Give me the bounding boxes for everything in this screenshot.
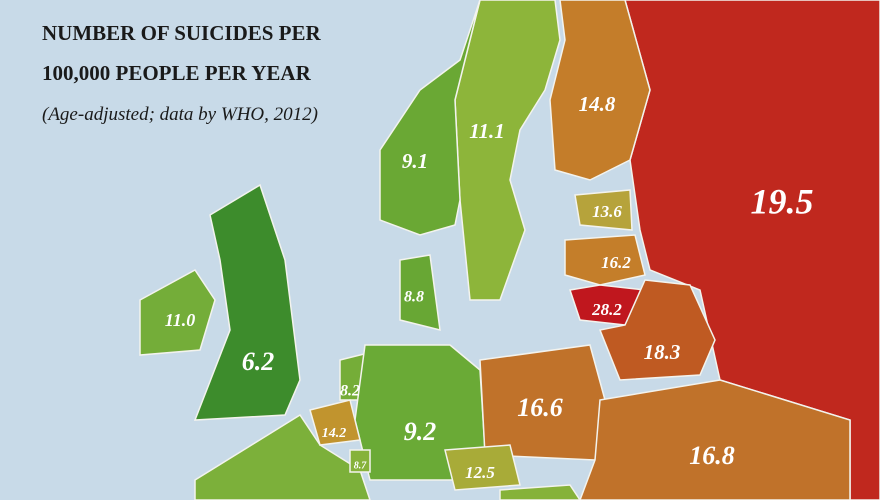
title-line: 100,000 PEOPLE PER YEAR bbox=[42, 61, 312, 85]
country bbox=[379, 0, 481, 236]
country bbox=[139, 269, 216, 356]
title-line: NUMBER OF SUICIDES PER bbox=[42, 21, 322, 45]
country bbox=[579, 379, 851, 500]
region-label: 14.8 bbox=[579, 92, 616, 116]
country bbox=[549, 0, 651, 181]
subtitle: (Age-adjusted; data by WHO, 2012) bbox=[42, 104, 318, 125]
country bbox=[399, 254, 441, 331]
country bbox=[574, 189, 633, 231]
region-label: 16.6 bbox=[517, 393, 563, 422]
country bbox=[309, 399, 361, 446]
region-label: 11.0 bbox=[165, 310, 196, 330]
region-label: 16.2 bbox=[601, 253, 631, 272]
region-label: 9.2 bbox=[404, 417, 437, 446]
region-label: 8.2 bbox=[340, 383, 360, 400]
region-label: 16.8 bbox=[689, 441, 735, 470]
country bbox=[499, 484, 581, 500]
region-label: 9.1 bbox=[402, 149, 428, 173]
country bbox=[598, 279, 716, 381]
country bbox=[193, 183, 301, 421]
region-label: 11.1 bbox=[469, 119, 505, 143]
region-label: 6.2 bbox=[242, 347, 275, 376]
region-label: 8.7 bbox=[354, 460, 368, 471]
region-label: 19.5 bbox=[751, 181, 814, 221]
region-label: 13.6 bbox=[592, 202, 622, 221]
region-label: 8.8 bbox=[404, 289, 424, 306]
region-label: 18.3 bbox=[644, 340, 681, 364]
country bbox=[444, 444, 521, 491]
region-label: 14.2 bbox=[322, 426, 347, 441]
region-label: 28.2 bbox=[591, 300, 622, 319]
country bbox=[564, 234, 646, 286]
region-label: 12.5 bbox=[465, 463, 495, 482]
country bbox=[349, 449, 371, 473]
